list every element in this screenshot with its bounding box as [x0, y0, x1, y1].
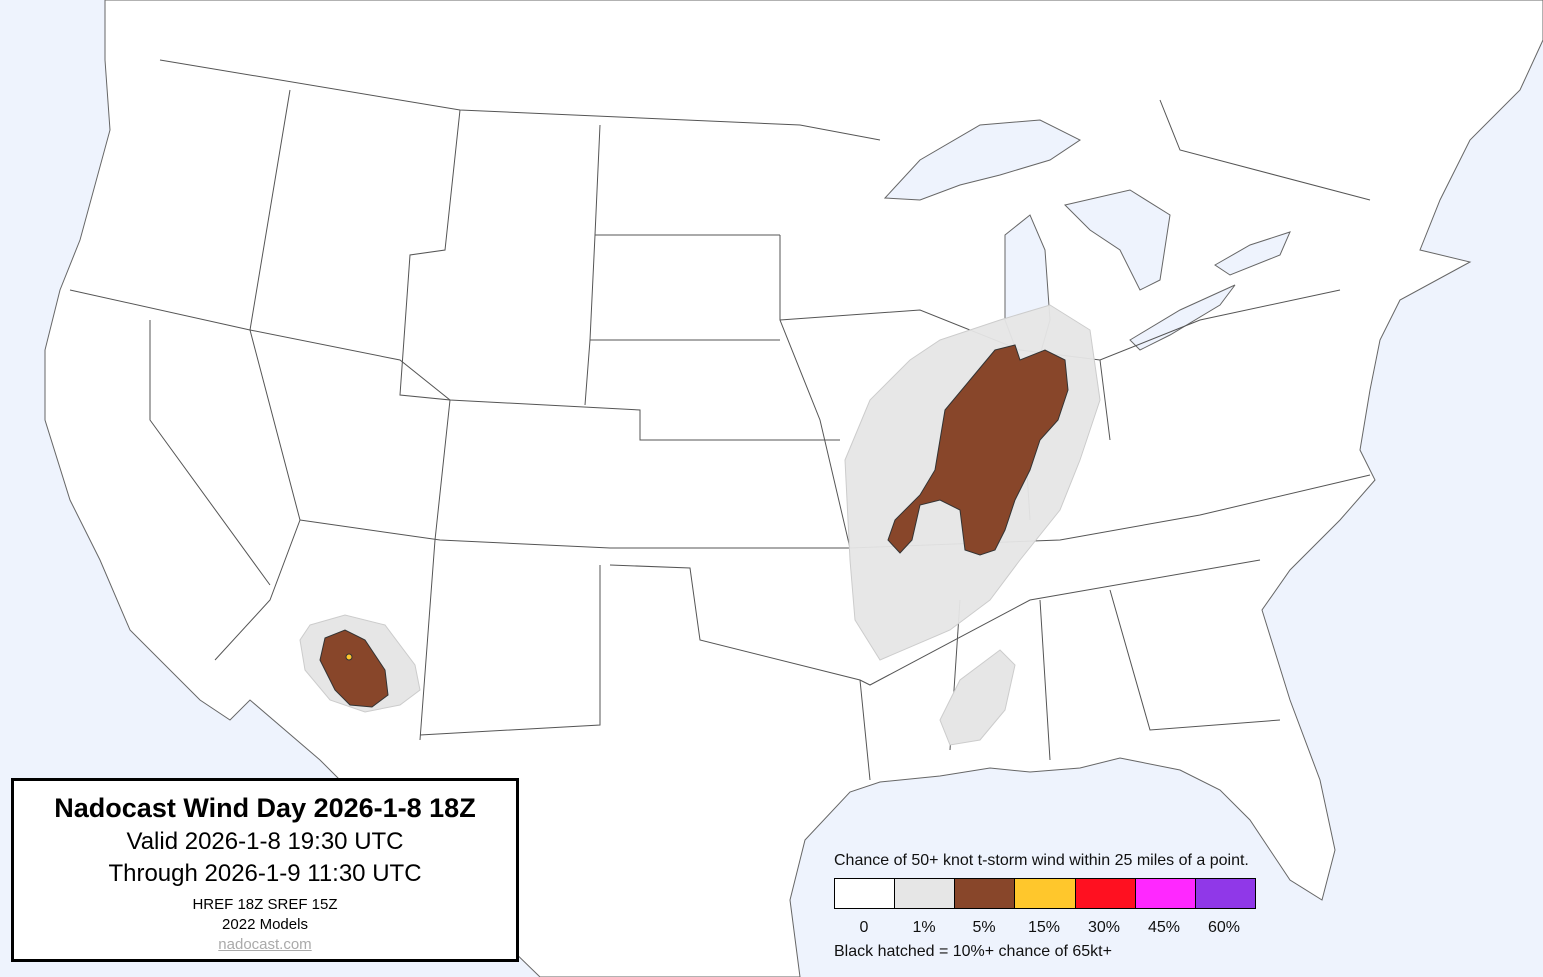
legend-labels: 0 1% 5% 15% 30% 45% 60% — [834, 919, 1254, 937]
land — [44, 0, 1543, 977]
model-version: 2022 Models — [222, 916, 308, 933]
lake-huron — [1064, 189, 1171, 291]
legend-label: 45% — [1147, 919, 1181, 936]
legend-label: 60% — [1207, 919, 1241, 936]
forecast-title: Nadocast Wind Day 2026-1-8 18Z — [54, 793, 476, 823]
legend-swatch — [1015, 879, 1076, 908]
legend-swatch — [1195, 879, 1255, 908]
legend-swatch — [835, 879, 896, 908]
legend-label: 30% — [1087, 919, 1121, 936]
valid-time: Valid 2026-1-8 19:30 UTC — [126, 828, 404, 855]
through-time: Through 2026-1-9 11:30 UTC — [108, 860, 422, 887]
risk-area-5pct-midwest — [887, 344, 1069, 556]
legend-label: 1% — [912, 919, 936, 936]
lake-erie — [1129, 284, 1236, 351]
forecast-areas — [299, 304, 1101, 746]
legend-swatch — [955, 879, 1016, 908]
legend-label: 15% — [1027, 919, 1061, 936]
legend-swatches — [834, 878, 1256, 909]
model-runs: HREF 18Z SREF 15Z — [192, 896, 338, 913]
legend-label: 0 — [859, 919, 869, 936]
legend-title: Chance of 50+ knot t-storm wind within 2… — [834, 852, 1249, 869]
legend: Chance of 50+ knot t-storm wind within 2… — [834, 852, 1274, 961]
nadocast-link[interactable]: nadocast.com — [218, 936, 312, 953]
lake-superior — [883, 119, 1081, 201]
legend-swatch — [1135, 879, 1196, 908]
legend-note: Black hatched = 10%+ chance of 65kt+ — [834, 943, 1112, 960]
legend-label: 5% — [972, 919, 996, 936]
risk-area-15pct-arizona — [345, 653, 353, 661]
risk-area-1pct-south — [939, 649, 1016, 746]
state-borders — [69, 59, 1371, 781]
legend-swatch — [1075, 879, 1136, 908]
legend-swatch — [895, 879, 956, 908]
title-box: Nadocast Wind Day 2026-1-8 18Z Valid 202… — [11, 778, 519, 962]
risk-area-5pct-arizona — [319, 629, 389, 708]
lake-ontario — [1214, 231, 1291, 276]
